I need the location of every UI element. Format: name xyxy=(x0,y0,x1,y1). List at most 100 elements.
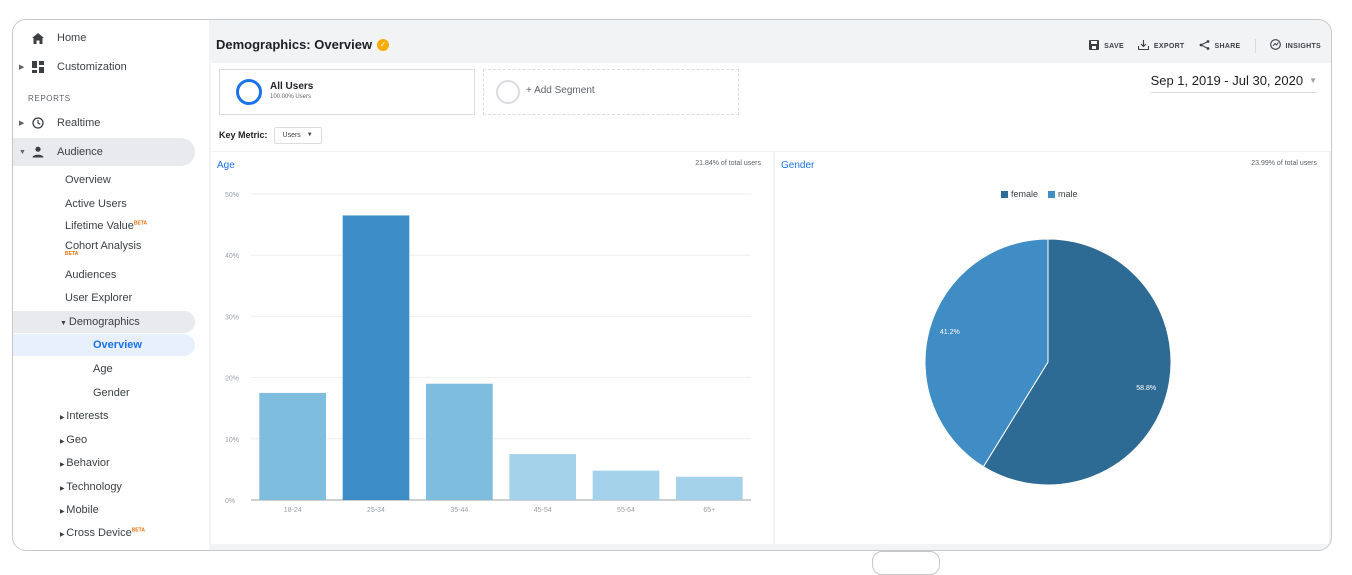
key-metric-select[interactable]: Users ▼ xyxy=(273,126,322,144)
key-metric-value: Users xyxy=(282,131,301,139)
sidebar-item-label: Technology xyxy=(66,481,122,493)
x-tick-label: 65+ xyxy=(703,507,715,514)
date-range-picker[interactable]: Sep 1, 2019 - Jul 30, 2020 ▼ xyxy=(1150,73,1317,93)
y-tick-label: 30% xyxy=(225,314,239,321)
person-icon xyxy=(31,145,45,159)
y-tick-label: 50% xyxy=(225,192,239,199)
main-content: Demographics: Overview ✓ SAVE EXPORT xyxy=(209,20,1331,550)
date-range-value: Sep 1, 2019 - Jul 30, 2020 xyxy=(1150,73,1304,88)
clock-icon xyxy=(31,116,45,130)
sidebar-item-geo[interactable]: ▶ Geo xyxy=(60,434,87,446)
gender-card-title: Gender xyxy=(781,160,815,171)
age-card-title: Age xyxy=(217,160,235,171)
age-bar-chart: 0% 10% 20% 30% 40% 50% 18-24 25-34 35-44 45-54 55-… xyxy=(225,192,751,514)
insights-button[interactable]: INSIGHTS xyxy=(1269,39,1321,53)
age-card-share: 21.84% of total users xyxy=(695,160,761,167)
gender-legend: female male xyxy=(1001,189,1078,199)
age-card: 0% 10% 20% 30% 40% 50% 18-24 25-34 35-44 45-54 55-… xyxy=(211,152,773,544)
key-metric-label: Key Metric: xyxy=(219,130,268,140)
sidebar-item-demographics[interactable]: ▼ Demographics xyxy=(60,316,140,328)
bar-35-44 xyxy=(426,383,493,500)
gender-card-share: 23.99% of total users xyxy=(1251,160,1317,167)
sidebar-item-overview[interactable]: Overview xyxy=(65,174,111,186)
sidebar-item-mobile[interactable]: ▶ Mobile xyxy=(60,504,99,516)
sidebar-item-behavior[interactable]: ▶ Behavior xyxy=(60,457,110,469)
caret-right-icon: ▶ xyxy=(19,64,25,71)
sidebar-item-audience[interactable]: ▼ Audience xyxy=(13,140,209,164)
beta-badge: BETA xyxy=(65,251,79,257)
chevron-down-icon: ▼ xyxy=(1309,76,1317,85)
empty-segment-ring-icon xyxy=(496,80,520,104)
legend-item-male: male xyxy=(1048,189,1078,199)
sidebar-item-active-users[interactable]: Active Users xyxy=(65,198,127,210)
bar-65+ xyxy=(676,476,743,500)
legend-swatch xyxy=(1001,191,1008,199)
sidebar: Home ▶ Customization REPORTS ▶ Realtime … xyxy=(13,20,209,550)
legend-label: male xyxy=(1058,189,1078,199)
sidebar-item-realtime[interactable]: ▶ Realtime xyxy=(13,111,209,135)
legend-swatch xyxy=(1048,191,1056,199)
share-label: SHARE xyxy=(1214,42,1241,50)
y-tick-label: 0% xyxy=(225,498,235,505)
add-segment-button[interactable]: + Add Segment xyxy=(483,69,739,115)
y-tick-label: 10% xyxy=(225,437,239,444)
demographics-highlight xyxy=(13,311,195,333)
sidebar-item-label: Behavior xyxy=(66,457,110,469)
sidebar-item-lifetime-value[interactable]: Lifetime ValueBETA xyxy=(65,220,147,232)
caret-down-icon: ▼ xyxy=(60,320,69,327)
sidebar-item-label: Realtime xyxy=(57,117,101,129)
sidebar-item-technology[interactable]: ▶ Technology xyxy=(60,481,122,493)
sidebar-item-gender[interactable]: Gender xyxy=(93,387,130,399)
sidebar-item-audiences[interactable]: Audiences xyxy=(65,269,117,281)
x-tick-label: 45-54 xyxy=(534,507,552,514)
sidebar-item-label: Audience xyxy=(57,146,103,158)
y-tick-label: 40% xyxy=(225,253,239,260)
bar-45-54 xyxy=(509,454,576,500)
y-tick-label: 20% xyxy=(225,376,239,383)
below-frame-tab xyxy=(872,551,940,575)
x-tick-label: 55-64 xyxy=(617,507,635,514)
x-tick-label: 25-34 xyxy=(367,507,385,514)
audience-highlight xyxy=(13,138,195,166)
legend-item-female: female xyxy=(1001,189,1038,199)
sidebar-item-cross-device[interactable]: ▶ Cross DeviceBETA xyxy=(60,527,145,539)
pie-data-label: 58.8% xyxy=(1136,385,1156,392)
sidebar-item-interests[interactable]: ▶ Interests xyxy=(60,410,108,422)
insights-label: INSIGHTS xyxy=(1285,42,1321,50)
home-icon xyxy=(31,31,45,45)
sidebar-item-demographics-overview[interactable]: Overview xyxy=(93,339,142,351)
segment-all-users[interactable]: All Users 100.00% Users xyxy=(219,69,475,115)
bar-18-24 xyxy=(259,392,326,500)
export-button[interactable]: EXPORT xyxy=(1137,39,1185,53)
save-button[interactable]: SAVE xyxy=(1089,39,1124,53)
sidebar-item-home[interactable]: Home xyxy=(13,26,209,50)
dashboard-grid-icon xyxy=(31,60,45,74)
page-title-text: Demographics: Overview xyxy=(216,37,373,52)
sidebar-item-label: Demographics xyxy=(68,316,140,328)
sidebar-item-label: Cohort Analysis xyxy=(65,240,142,252)
caret-right-icon: ▶ xyxy=(60,439,67,445)
sidebar-item-age[interactable]: Age xyxy=(93,363,113,375)
share-icon xyxy=(1199,39,1210,53)
x-tick-label: 18-24 xyxy=(284,507,302,514)
caret-right-icon: ▶ xyxy=(60,415,67,421)
segment-subtitle: 100.00% Users xyxy=(270,94,312,100)
app-window: Home ▶ Customization REPORTS ▶ Realtime … xyxy=(12,19,1332,551)
segment-name: All Users xyxy=(270,81,314,92)
key-metric-row: Key Metric: Users ▼ xyxy=(211,119,1331,151)
sidebar-item-label: Home xyxy=(57,32,87,44)
caret-down-icon: ▼ xyxy=(19,148,26,156)
add-segment-label: + Add Segment xyxy=(526,85,595,96)
sidebar-item-cohort-analysis[interactable]: Cohort Analysis BETA xyxy=(65,240,141,257)
reports-section-label: REPORTS xyxy=(28,94,71,103)
sidebar-item-user-explorer[interactable]: User Explorer xyxy=(65,292,133,304)
sidebar-item-label: Lifetime Value xyxy=(65,220,134,232)
bar-55-64 xyxy=(592,470,660,500)
legend-label: female xyxy=(1011,189,1039,199)
caret-right-icon: ▶ xyxy=(60,532,67,538)
sidebar-item-customization[interactable]: ▶ Customization xyxy=(13,55,209,79)
save-label: SAVE xyxy=(1104,42,1124,50)
share-button[interactable]: SHARE xyxy=(1199,39,1241,53)
bar-25-34 xyxy=(342,215,410,501)
page-title: Demographics: Overview ✓ xyxy=(216,37,390,52)
